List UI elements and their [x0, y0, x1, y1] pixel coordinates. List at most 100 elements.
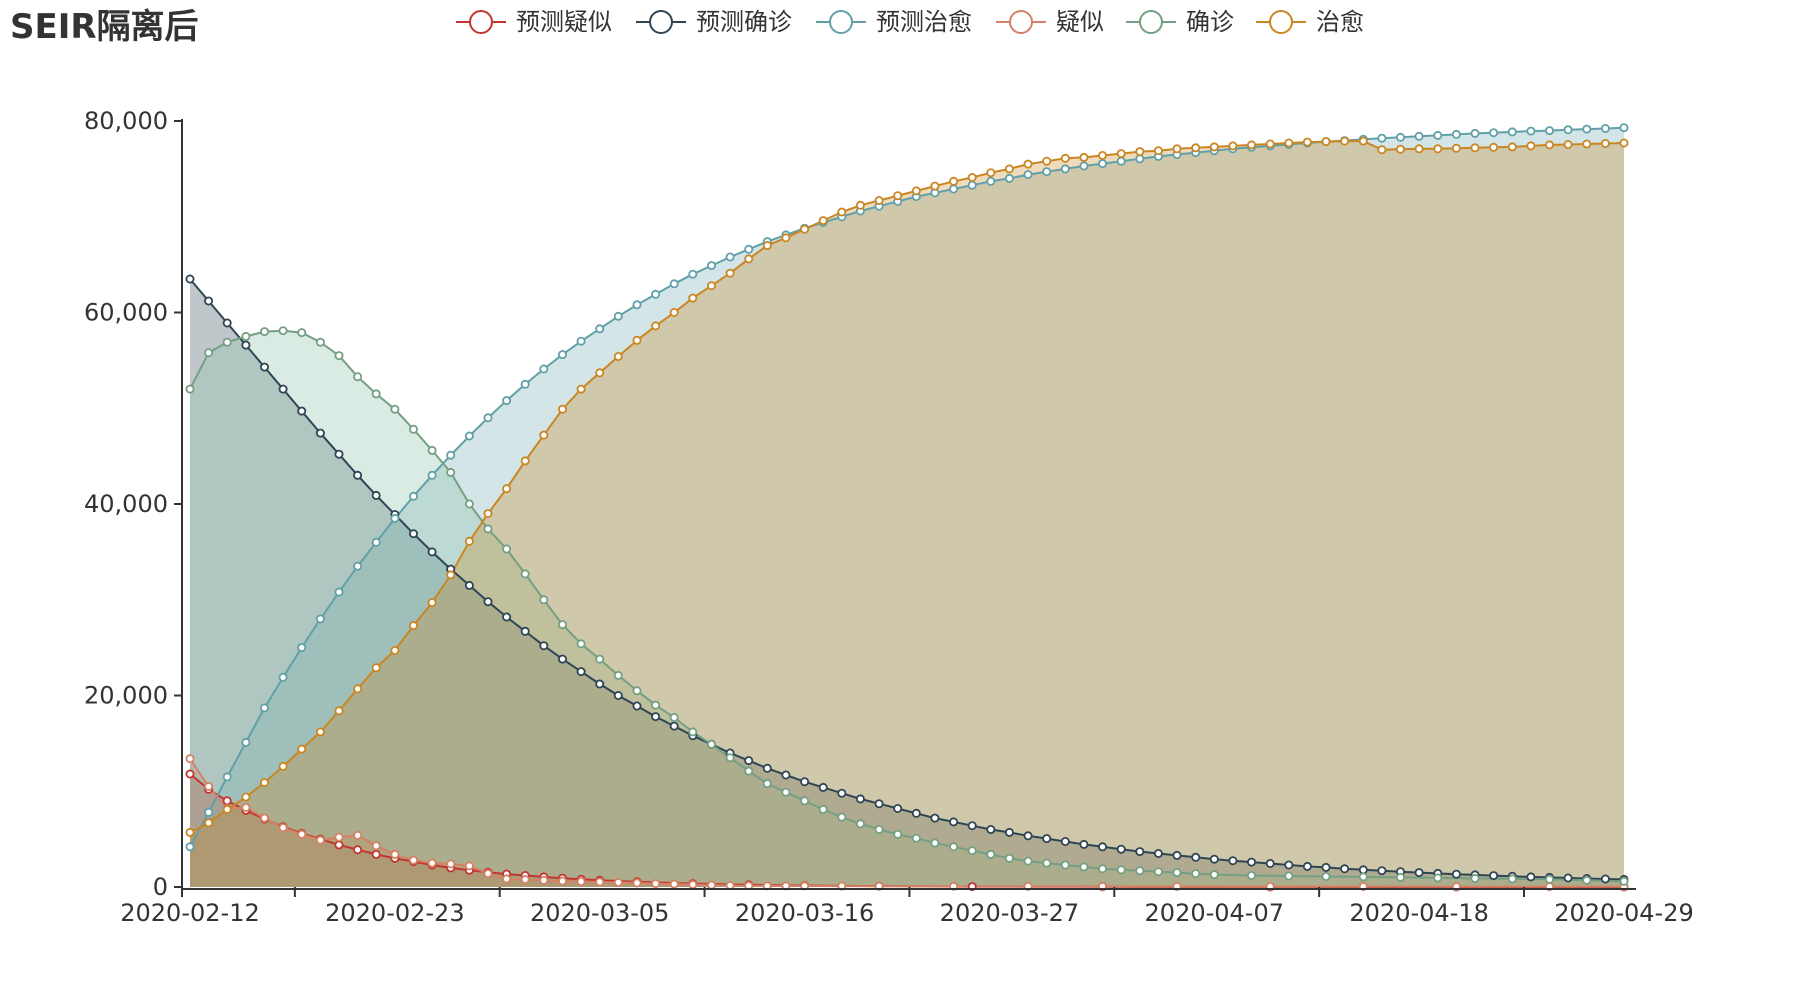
- data-point[interactable]: [539, 641, 549, 651]
- data-point[interactable]: [315, 727, 325, 737]
- data-point[interactable]: [669, 721, 679, 731]
- data-point[interactable]: [707, 261, 717, 271]
- data-point[interactable]: [1563, 873, 1573, 883]
- legend-item-4[interactable]: 确诊: [1126, 8, 1234, 36]
- data-point[interactable]: [520, 569, 530, 579]
- data-point[interactable]: [1023, 159, 1033, 169]
- data-point[interactable]: [632, 335, 642, 345]
- data-point[interactable]: [315, 337, 325, 347]
- data-point[interactable]: [334, 587, 344, 597]
- data-point[interactable]: [707, 880, 717, 890]
- data-point[interactable]: [446, 467, 456, 477]
- data-point[interactable]: [1098, 864, 1108, 874]
- data-point[interactable]: [315, 614, 325, 624]
- data-point[interactable]: [334, 449, 344, 459]
- data-point[interactable]: [1619, 123, 1629, 133]
- data-point[interactable]: [855, 200, 865, 210]
- data-point[interactable]: [930, 838, 940, 848]
- data-point[interactable]: [1600, 138, 1610, 148]
- data-point[interactable]: [1191, 869, 1201, 879]
- data-point[interactable]: [1582, 875, 1592, 885]
- data-point[interactable]: [259, 362, 269, 372]
- data-point[interactable]: [855, 794, 865, 804]
- data-point[interactable]: [930, 181, 940, 191]
- data-point[interactable]: [1098, 150, 1108, 160]
- data-point[interactable]: [1526, 126, 1536, 136]
- data-point[interactable]: [446, 450, 456, 460]
- data-point[interactable]: [1545, 874, 1555, 884]
- data-point[interactable]: [259, 813, 269, 823]
- data-point[interactable]: [576, 336, 586, 346]
- data-point[interactable]: [278, 384, 288, 394]
- data-point[interactable]: [427, 858, 437, 868]
- data-point[interactable]: [1247, 857, 1257, 867]
- data-point[interactable]: [1563, 139, 1573, 149]
- data-point[interactable]: [595, 679, 605, 689]
- data-point[interactable]: [222, 318, 232, 328]
- data-point[interactable]: [222, 772, 232, 782]
- data-point[interactable]: [371, 841, 381, 851]
- data-point[interactable]: [408, 491, 418, 501]
- data-point[interactable]: [558, 654, 568, 664]
- data-point[interactable]: [1042, 156, 1052, 166]
- data-point[interactable]: [464, 431, 474, 441]
- data-point[interactable]: [558, 876, 568, 886]
- data-point[interactable]: [334, 706, 344, 716]
- data-point[interactable]: [632, 300, 642, 310]
- data-point[interactable]: [1302, 861, 1312, 871]
- data-point[interactable]: [259, 327, 269, 337]
- data-point[interactable]: [241, 803, 251, 813]
- legend-item-1[interactable]: 预测确诊: [636, 8, 792, 36]
- data-point[interactable]: [1042, 858, 1052, 868]
- data-point[interactable]: [1396, 132, 1406, 142]
- data-point[interactable]: [949, 842, 959, 852]
- legend-item-2[interactable]: 预测治愈: [816, 8, 972, 36]
- data-point[interactable]: [1619, 876, 1629, 886]
- data-point[interactable]: [1209, 142, 1219, 152]
- data-point[interactable]: [1619, 138, 1629, 148]
- data-point[interactable]: [353, 845, 363, 855]
- data-point[interactable]: [278, 823, 288, 833]
- data-point[interactable]: [222, 796, 232, 806]
- data-point[interactable]: [669, 307, 679, 317]
- data-point[interactable]: [315, 835, 325, 845]
- data-point[interactable]: [539, 595, 549, 605]
- data-point[interactable]: [651, 700, 661, 710]
- data-point[interactable]: [613, 877, 623, 887]
- data-point[interactable]: [446, 570, 456, 580]
- data-point[interactable]: [1247, 140, 1257, 150]
- data-point[interactable]: [427, 445, 437, 455]
- data-point[interactable]: [613, 691, 623, 701]
- data-point[interactable]: [1526, 141, 1536, 151]
- data-point[interactable]: [762, 240, 772, 250]
- data-point[interactable]: [278, 672, 288, 682]
- data-point[interactable]: [520, 456, 530, 466]
- data-point[interactable]: [725, 252, 735, 262]
- data-point[interactable]: [1526, 872, 1536, 882]
- data-point[interactable]: [613, 670, 623, 680]
- data-point[interactable]: [185, 769, 195, 779]
- data-point[interactable]: [241, 331, 251, 341]
- data-point[interactable]: [800, 796, 810, 806]
- data-point[interactable]: [911, 833, 921, 843]
- data-point[interactable]: [259, 703, 269, 713]
- data-point[interactable]: [744, 244, 754, 254]
- data-point[interactable]: [427, 547, 437, 557]
- data-point[interactable]: [1545, 140, 1555, 150]
- data-point[interactable]: [353, 470, 363, 480]
- data-point[interactable]: [967, 172, 977, 182]
- data-point[interactable]: [464, 499, 474, 509]
- data-point[interactable]: [222, 337, 232, 347]
- data-point[interactable]: [520, 626, 530, 636]
- data-point[interactable]: [1042, 834, 1052, 844]
- data-point[interactable]: [725, 753, 735, 763]
- data-point[interactable]: [297, 829, 307, 839]
- data-point[interactable]: [502, 544, 512, 554]
- data-point[interactable]: [297, 643, 307, 653]
- data-point[interactable]: [1042, 167, 1052, 177]
- data-point[interactable]: [1377, 133, 1387, 143]
- data-point[interactable]: [1321, 872, 1331, 882]
- data-point[interactable]: [1433, 144, 1443, 154]
- data-point[interactable]: [1079, 161, 1089, 171]
- data-point[interactable]: [707, 281, 717, 291]
